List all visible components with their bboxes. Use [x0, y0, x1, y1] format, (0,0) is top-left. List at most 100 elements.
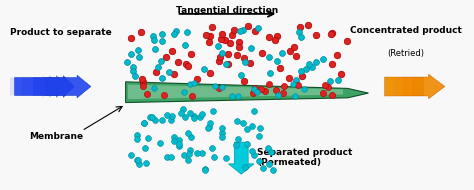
Point: [180, 154, 188, 157]
Point: [244, 24, 251, 27]
Point: [276, 66, 283, 70]
Point: [150, 35, 157, 38]
Point: [156, 142, 164, 145]
Point: [239, 122, 247, 125]
Point: [236, 30, 244, 33]
Point: [219, 136, 226, 139]
Point: [294, 84, 301, 87]
Point: [171, 33, 178, 36]
Text: Separated product
(Permeated): Separated product (Permeated): [257, 148, 353, 167]
Point: [301, 87, 308, 90]
Point: [292, 79, 300, 82]
Point: [129, 65, 137, 68]
Point: [250, 87, 258, 90]
Point: [256, 126, 264, 129]
Point: [140, 121, 147, 124]
FancyArrow shape: [21, 75, 61, 98]
Point: [142, 162, 150, 165]
Point: [273, 59, 281, 62]
Point: [250, 154, 257, 157]
Point: [222, 156, 229, 159]
Point: [271, 38, 278, 41]
Point: [134, 48, 141, 51]
Point: [206, 72, 213, 75]
Point: [186, 83, 193, 86]
Point: [204, 127, 211, 130]
Point: [151, 48, 159, 51]
Point: [237, 74, 245, 77]
Point: [171, 139, 178, 142]
FancyArrow shape: [403, 77, 415, 96]
Point: [190, 116, 198, 119]
Polygon shape: [128, 85, 343, 99]
Point: [139, 80, 146, 83]
Point: [185, 153, 193, 156]
Point: [144, 136, 152, 139]
Point: [206, 35, 214, 38]
Point: [337, 72, 345, 75]
Point: [255, 159, 263, 162]
Point: [264, 147, 272, 150]
Point: [219, 32, 226, 35]
Point: [278, 51, 286, 54]
Point: [177, 111, 185, 114]
Point: [239, 29, 247, 32]
Point: [221, 39, 229, 42]
Point: [182, 62, 190, 65]
Point: [290, 45, 297, 48]
Point: [265, 83, 273, 86]
Point: [134, 159, 142, 162]
FancyArrow shape: [33, 75, 68, 98]
Point: [254, 26, 262, 29]
Point: [235, 138, 242, 141]
Point: [265, 162, 273, 165]
Point: [160, 94, 168, 97]
Point: [172, 30, 180, 33]
Point: [171, 135, 178, 138]
Point: [128, 37, 135, 40]
Point: [137, 31, 144, 34]
Point: [158, 118, 166, 121]
Point: [344, 40, 351, 43]
Point: [241, 61, 249, 64]
Text: Concentrated product: Concentrated product: [349, 26, 461, 35]
Point: [243, 143, 251, 146]
Point: [260, 166, 267, 169]
Point: [218, 127, 226, 130]
Point: [165, 70, 173, 73]
Point: [208, 25, 216, 28]
Point: [215, 45, 222, 48]
Point: [298, 35, 305, 38]
Point: [152, 71, 160, 74]
Point: [285, 76, 292, 79]
Point: [183, 30, 191, 33]
Point: [132, 74, 139, 78]
Point: [151, 118, 158, 121]
Point: [262, 89, 269, 92]
Point: [302, 67, 310, 70]
Point: [258, 87, 265, 90]
Point: [216, 56, 223, 59]
Point: [327, 33, 335, 36]
Point: [266, 71, 274, 74]
Point: [230, 28, 237, 31]
Polygon shape: [126, 82, 368, 103]
Point: [273, 35, 281, 38]
Point: [190, 114, 198, 117]
Point: [242, 166, 249, 169]
Point: [124, 60, 131, 63]
Point: [321, 84, 328, 87]
Point: [185, 132, 192, 135]
Point: [180, 91, 188, 94]
Point: [267, 151, 274, 154]
Point: [184, 159, 191, 162]
Point: [205, 126, 212, 129]
Point: [201, 169, 209, 172]
Text: Membrane: Membrane: [29, 132, 83, 141]
Point: [216, 86, 223, 89]
Point: [159, 32, 166, 36]
Point: [127, 154, 135, 157]
Point: [243, 127, 250, 130]
Point: [182, 44, 189, 47]
Point: [170, 73, 178, 76]
